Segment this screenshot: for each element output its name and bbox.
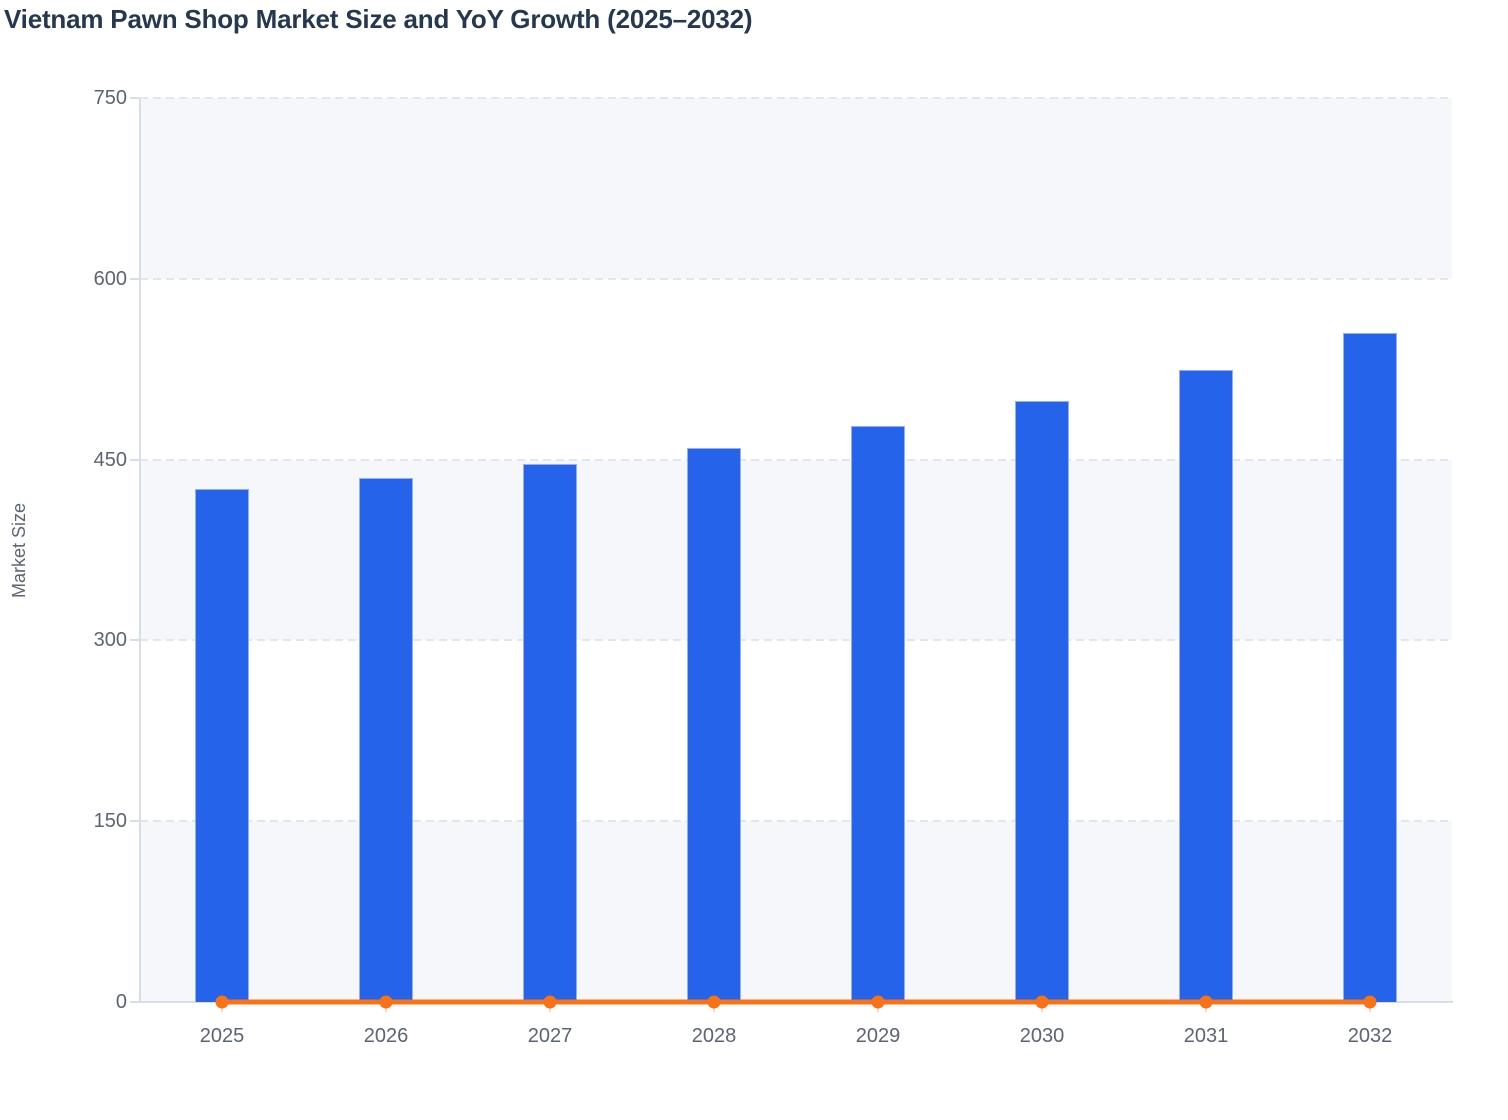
chart-title: Vietnam Pawn Shop Market Size and YoY Gr… [4,4,753,34]
y-tick-mark [130,277,139,280]
grid-band [140,459,1452,641]
yoy-growth-point-2028 [707,995,721,1009]
yoy-growth-point-2026 [379,995,393,1009]
yoy-growth-line-layer [215,995,1377,1009]
y-tick-label: 150 [93,810,127,833]
yoy-growth-point-2030 [1035,995,1049,1009]
y-tick-mark [130,97,139,99]
yoy-growth-point-2029 [871,995,885,1009]
y-tick-mark [130,639,139,642]
y-tick-label: 600 [93,267,127,290]
grid-band [140,640,1452,822]
gridline [140,97,1452,99]
y-axis-title: Market Size [9,502,30,598]
bar-2032 [1343,333,1397,1002]
y-tick-label: 300 [93,629,127,652]
y-tick-label: 450 [93,448,127,471]
y-axis-title-wrap: Market Size [0,98,40,1002]
x-tick-label: 2030 [1019,1025,1065,1047]
y-tick-mark [130,1001,139,1003]
yoy-growth-point-2027 [543,995,557,1009]
x-tick-label: 2028 [691,1025,737,1047]
x-tick-label: 2025 [199,1025,245,1047]
gridline [140,820,1452,823]
bar-2028 [687,447,741,1002]
y-tick-label: 750 [93,87,127,109]
bar-2027 [523,464,577,1002]
gridline [140,458,1452,461]
y-tick-label: 0 [115,991,127,1013]
bar-2029 [851,425,905,1002]
yoy-growth-point-2025 [215,995,229,1009]
bar-2026 [359,477,413,1002]
yoy-growth-point-2031 [1199,995,1213,1009]
bar-2025 [195,488,249,1002]
gridline [140,277,1452,280]
x-tick-label: 2032 [1347,1025,1393,1047]
x-tick-label: 2026 [363,1025,409,1047]
x-tick-label: 2031 [1183,1025,1229,1047]
y-axis-line [139,98,141,1003]
yoy-growth-point-2032 [1363,995,1377,1009]
grid-band [140,98,1452,279]
y-tick-mark [130,820,139,823]
bar-2030 [1015,400,1069,1002]
grid-band [140,821,1452,1002]
plot-area: 0 150 300 450 600 750 2025 2026 2027 2028 2029 2030… [94,88,1453,1046]
x-tick-label: 2027 [527,1025,573,1047]
gridline [140,639,1452,642]
x-tick-label: 2029 [855,1025,901,1047]
grid-band [140,278,1452,460]
y-tick-mark [130,458,139,461]
bar-2031 [1179,370,1233,1002]
